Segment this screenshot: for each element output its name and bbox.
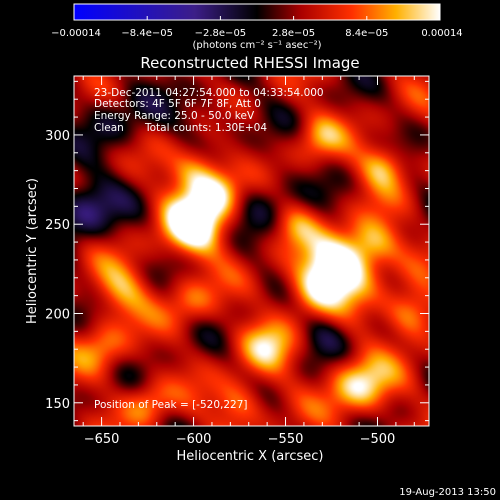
annotation-energy-range: Energy Range: 25.0 - 50.0 keV xyxy=(94,110,255,122)
x-tick-label: −550 xyxy=(268,432,304,447)
colorbar-ticks: −0.00014 −8.4e−05 −2.8e−05 2.8e−05 8.4e−05 0.… xyxy=(51,16,463,39)
colorbar-tick-label: −0.00014 xyxy=(51,28,101,39)
y-axis-ticks: 150 200 250 300 xyxy=(45,80,429,422)
footer-date: 19-Aug-2013 13:50 xyxy=(399,487,496,498)
plot-frame xyxy=(73,75,430,427)
annotation-time-range: 23-Dec-2011 04:27:54.000 to 04:33:54.000 xyxy=(94,87,324,99)
y-tick-label: 300 xyxy=(45,129,70,144)
x-tick-label: −500 xyxy=(360,432,396,447)
y-axis-label: Heliocentric Y (arcsec) xyxy=(25,178,40,324)
colorbar-tick-label: 2.8e−05 xyxy=(272,28,315,39)
chart-title: Reconstructed RHESSI Image xyxy=(140,54,359,72)
colorbar-tick-label: 0.00014 xyxy=(421,28,462,39)
y-tick-label: 150 xyxy=(45,397,70,412)
colorbar xyxy=(73,3,441,21)
annotation-total-counts: Total counts: 1.30E+04 xyxy=(144,122,267,134)
x-axis-ticks: −650 −600 −550 −500 xyxy=(82,76,415,447)
colorbar-tick-label: −8.4e−05 xyxy=(121,28,173,39)
colorbar-unit-label: (photons cm⁻² s⁻¹ asec⁻²) xyxy=(192,40,321,51)
annotation-method: Clean xyxy=(94,122,124,134)
x-tick-label: −650 xyxy=(84,432,120,447)
y-tick-label: 250 xyxy=(45,218,70,233)
heatmap-image-wrapper xyxy=(74,76,429,426)
annotation-peak-position: Position of Peak = [-520,227] xyxy=(94,399,248,411)
annotation-detectors: Detectors: 4F 5F 6F 7F 8F, Att 0 xyxy=(94,98,261,110)
colorbar-tick-label: −2.8e−05 xyxy=(195,28,247,39)
heatmap-image xyxy=(74,76,429,426)
x-axis-label: Heliocentric X (arcsec) xyxy=(177,449,324,464)
y-tick-label: 200 xyxy=(45,308,70,323)
colorbar-tick-label: 8.4e−05 xyxy=(345,28,388,39)
x-tick-label: −600 xyxy=(176,432,212,447)
